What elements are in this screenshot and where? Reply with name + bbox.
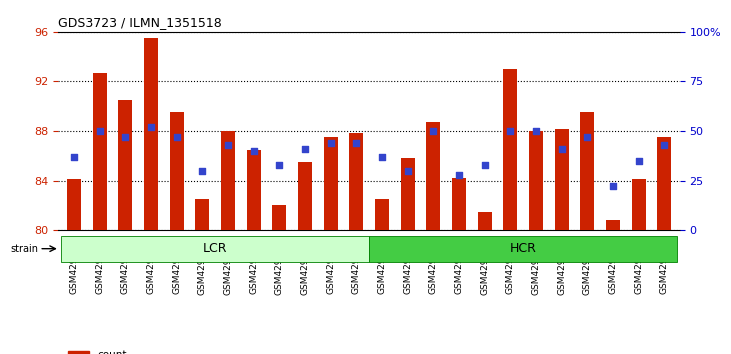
Text: GDS3723 / ILMN_1351518: GDS3723 / ILMN_1351518	[58, 16, 222, 29]
Point	[659, 142, 670, 148]
Point	[119, 134, 131, 140]
Point	[197, 168, 208, 173]
Bar	[195, 199, 209, 230]
Bar	[93, 73, 107, 230]
Point	[325, 140, 336, 146]
Text: strain: strain	[10, 244, 38, 254]
Bar	[452, 178, 466, 230]
Bar	[504, 69, 518, 230]
Point	[94, 128, 105, 134]
Point	[607, 184, 619, 189]
Point	[350, 140, 362, 146]
Bar	[375, 199, 389, 230]
Bar	[529, 131, 543, 230]
Bar	[221, 131, 235, 230]
Text: HCR: HCR	[510, 242, 537, 255]
Bar	[426, 122, 440, 230]
Bar	[246, 150, 261, 230]
Point	[273, 162, 285, 167]
Bar	[298, 162, 312, 230]
Point	[248, 148, 260, 154]
Legend: count, percentile rank within the sample: count, percentile rank within the sample	[64, 346, 277, 354]
Text: LCR: LCR	[202, 242, 227, 255]
Point	[582, 134, 594, 140]
Point	[222, 142, 234, 148]
Point	[504, 128, 516, 134]
Bar	[555, 129, 569, 230]
Bar	[61, 236, 369, 262]
Bar	[272, 205, 287, 230]
Point	[68, 154, 80, 160]
Bar	[118, 100, 132, 230]
Point	[453, 172, 465, 177]
Bar	[144, 38, 158, 230]
Bar	[657, 137, 672, 230]
Point	[633, 158, 645, 164]
Point	[428, 128, 439, 134]
Bar	[369, 236, 677, 262]
Point	[402, 168, 414, 173]
Point	[171, 134, 183, 140]
Bar	[401, 158, 414, 230]
Point	[376, 154, 388, 160]
Point	[299, 146, 311, 152]
Bar	[632, 179, 645, 230]
Bar	[477, 212, 492, 230]
Bar	[606, 220, 620, 230]
Bar	[170, 113, 183, 230]
Point	[530, 128, 542, 134]
Bar	[580, 113, 594, 230]
Point	[479, 162, 491, 167]
Point	[145, 124, 156, 130]
Bar	[324, 137, 338, 230]
Point	[556, 146, 567, 152]
Bar	[67, 179, 81, 230]
Bar	[349, 133, 363, 230]
